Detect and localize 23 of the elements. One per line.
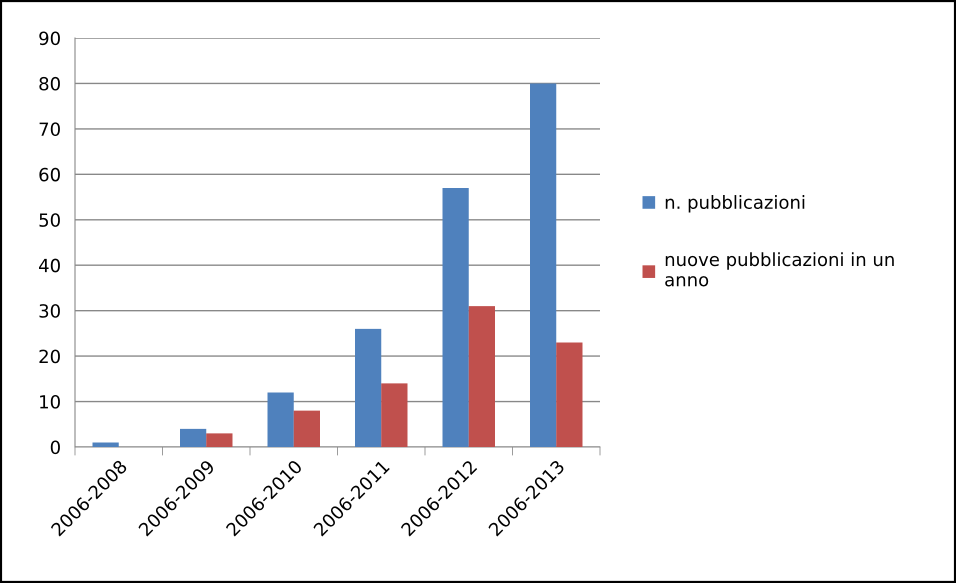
bar — [92, 442, 119, 447]
bar — [381, 383, 408, 447]
bar — [268, 392, 294, 447]
bar — [206, 433, 232, 447]
y-tick-label: 90 — [39, 31, 60, 46]
legend-label: nuove pubblicazioni in un anno — [665, 252, 894, 286]
bar — [442, 188, 469, 447]
bar — [530, 83, 556, 447]
bar — [180, 428, 206, 447]
y-tick-label: 70 — [40, 122, 60, 136]
bar — [468, 306, 495, 447]
y-tick-label: 80 — [39, 76, 60, 91]
bar — [556, 342, 582, 447]
y-tick-label: 50 — [40, 213, 60, 227]
y-tick-label: 30 — [40, 304, 60, 318]
bar — [294, 410, 320, 447]
bar — [355, 328, 382, 447]
y-tick-label: 60 — [39, 168, 60, 182]
y-tick-label: 0 — [50, 440, 60, 454]
legend-label: n. pubblicazioni — [666, 195, 804, 213]
y-tick-label: 40 — [39, 258, 60, 272]
y-tick-label: 10 — [40, 395, 60, 409]
y-tick-label: 20 — [39, 350, 60, 364]
